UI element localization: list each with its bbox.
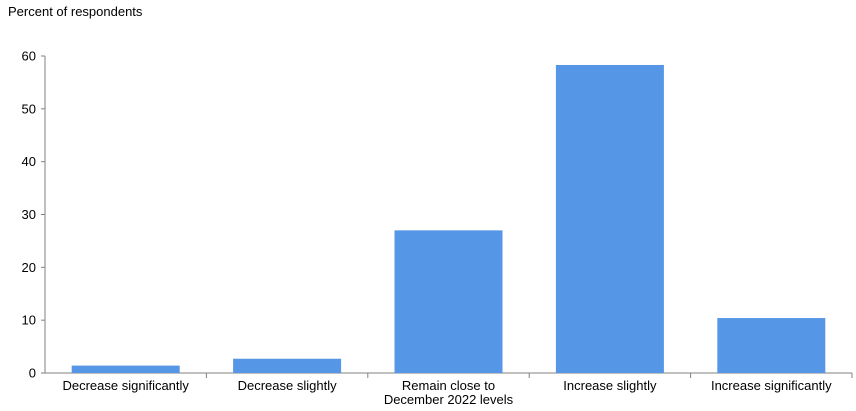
bar bbox=[717, 318, 826, 373]
y-axis-title: Percent of respondents bbox=[8, 4, 143, 19]
bar bbox=[394, 230, 503, 373]
y-tick-label: 60 bbox=[22, 49, 36, 64]
x-tick-label: Increase slightly bbox=[563, 378, 657, 393]
x-tick-label: Decrease slightly bbox=[238, 378, 337, 393]
x-labels: Decrease significantly Decrease slightly R… bbox=[62, 378, 832, 407]
bars bbox=[71, 64, 826, 374]
y-tick-label: 30 bbox=[22, 207, 36, 222]
x-tick-label: Remain close to December 2022 levels bbox=[384, 378, 514, 407]
y-tick-label: 0 bbox=[29, 366, 36, 381]
y-tick-label: 40 bbox=[22, 154, 36, 169]
x-tick-label: Increase significantly bbox=[711, 378, 832, 393]
y-tick-label: 10 bbox=[22, 313, 36, 328]
ticks: 0 10 20 30 40 50 60 bbox=[22, 49, 853, 381]
bar bbox=[233, 358, 342, 373]
y-tick-label: 20 bbox=[22, 260, 36, 275]
y-tick-label: 50 bbox=[22, 101, 36, 116]
bar bbox=[555, 64, 664, 374]
x-tick-label: Decrease significantly bbox=[62, 378, 189, 393]
bar bbox=[71, 365, 180, 373]
